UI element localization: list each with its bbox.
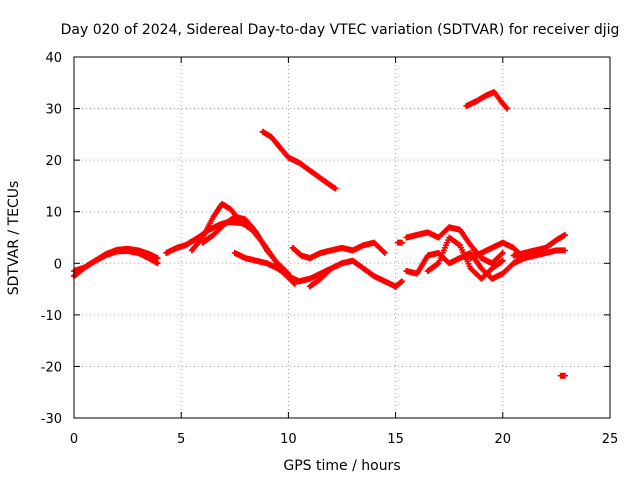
data-point-markers <box>424 234 506 282</box>
x-axis-label: GPS time / hours <box>283 458 400 474</box>
y-axis-label: SDTVAR / TECUs <box>6 181 22 296</box>
x-tick-label: 10 <box>280 432 297 447</box>
y-tick-label: 10 <box>45 206 62 221</box>
data-point-markers <box>394 239 406 246</box>
chart-title: Day 020 of 2024, Sidereal Day-to-day VTE… <box>61 22 620 38</box>
series-arc-11 <box>403 224 506 267</box>
data-point-markers <box>463 89 511 112</box>
x-tick-label: 20 <box>495 432 512 447</box>
y-tick-label: 30 <box>45 103 62 118</box>
series-arc-16 <box>510 231 568 259</box>
series-arc-15 <box>463 89 511 112</box>
data-point-markers <box>306 257 406 290</box>
x-tick-label: 0 <box>70 432 78 447</box>
data-point-markers <box>199 213 292 277</box>
y-tick-label: -10 <box>41 309 62 324</box>
data-point-markers <box>259 128 339 192</box>
y-tick-label: -20 <box>41 360 62 375</box>
y-tick-label: 0 <box>54 257 62 272</box>
series-arc-08 <box>289 239 388 262</box>
y-tick-label: 20 <box>45 154 62 169</box>
grid-lines <box>74 57 610 418</box>
data-point-markers <box>403 224 506 267</box>
series-arc-17 <box>510 247 568 267</box>
plot-frame <box>73 56 611 419</box>
series-arc-09 <box>306 257 406 290</box>
x-tick-label: 25 <box>602 432 619 447</box>
x-tick-label: 15 <box>387 432 404 447</box>
series-arc-06 <box>231 249 335 285</box>
series-arc-13 <box>424 234 506 282</box>
y-tick-label: -30 <box>41 412 62 427</box>
data-point-markers <box>557 372 568 379</box>
data-series <box>71 89 568 379</box>
data-point-markers <box>510 231 568 259</box>
series-arc-10 <box>394 239 406 246</box>
series-arc-05 <box>199 213 292 277</box>
x-tick-label: 5 <box>177 432 185 447</box>
series-arc-18 <box>557 372 568 379</box>
series-arc-07 <box>259 128 339 192</box>
y-tick-label: 40 <box>45 51 62 66</box>
data-point-markers <box>231 249 335 285</box>
data-point-markers <box>289 239 388 262</box>
data-point-markers <box>510 247 568 267</box>
